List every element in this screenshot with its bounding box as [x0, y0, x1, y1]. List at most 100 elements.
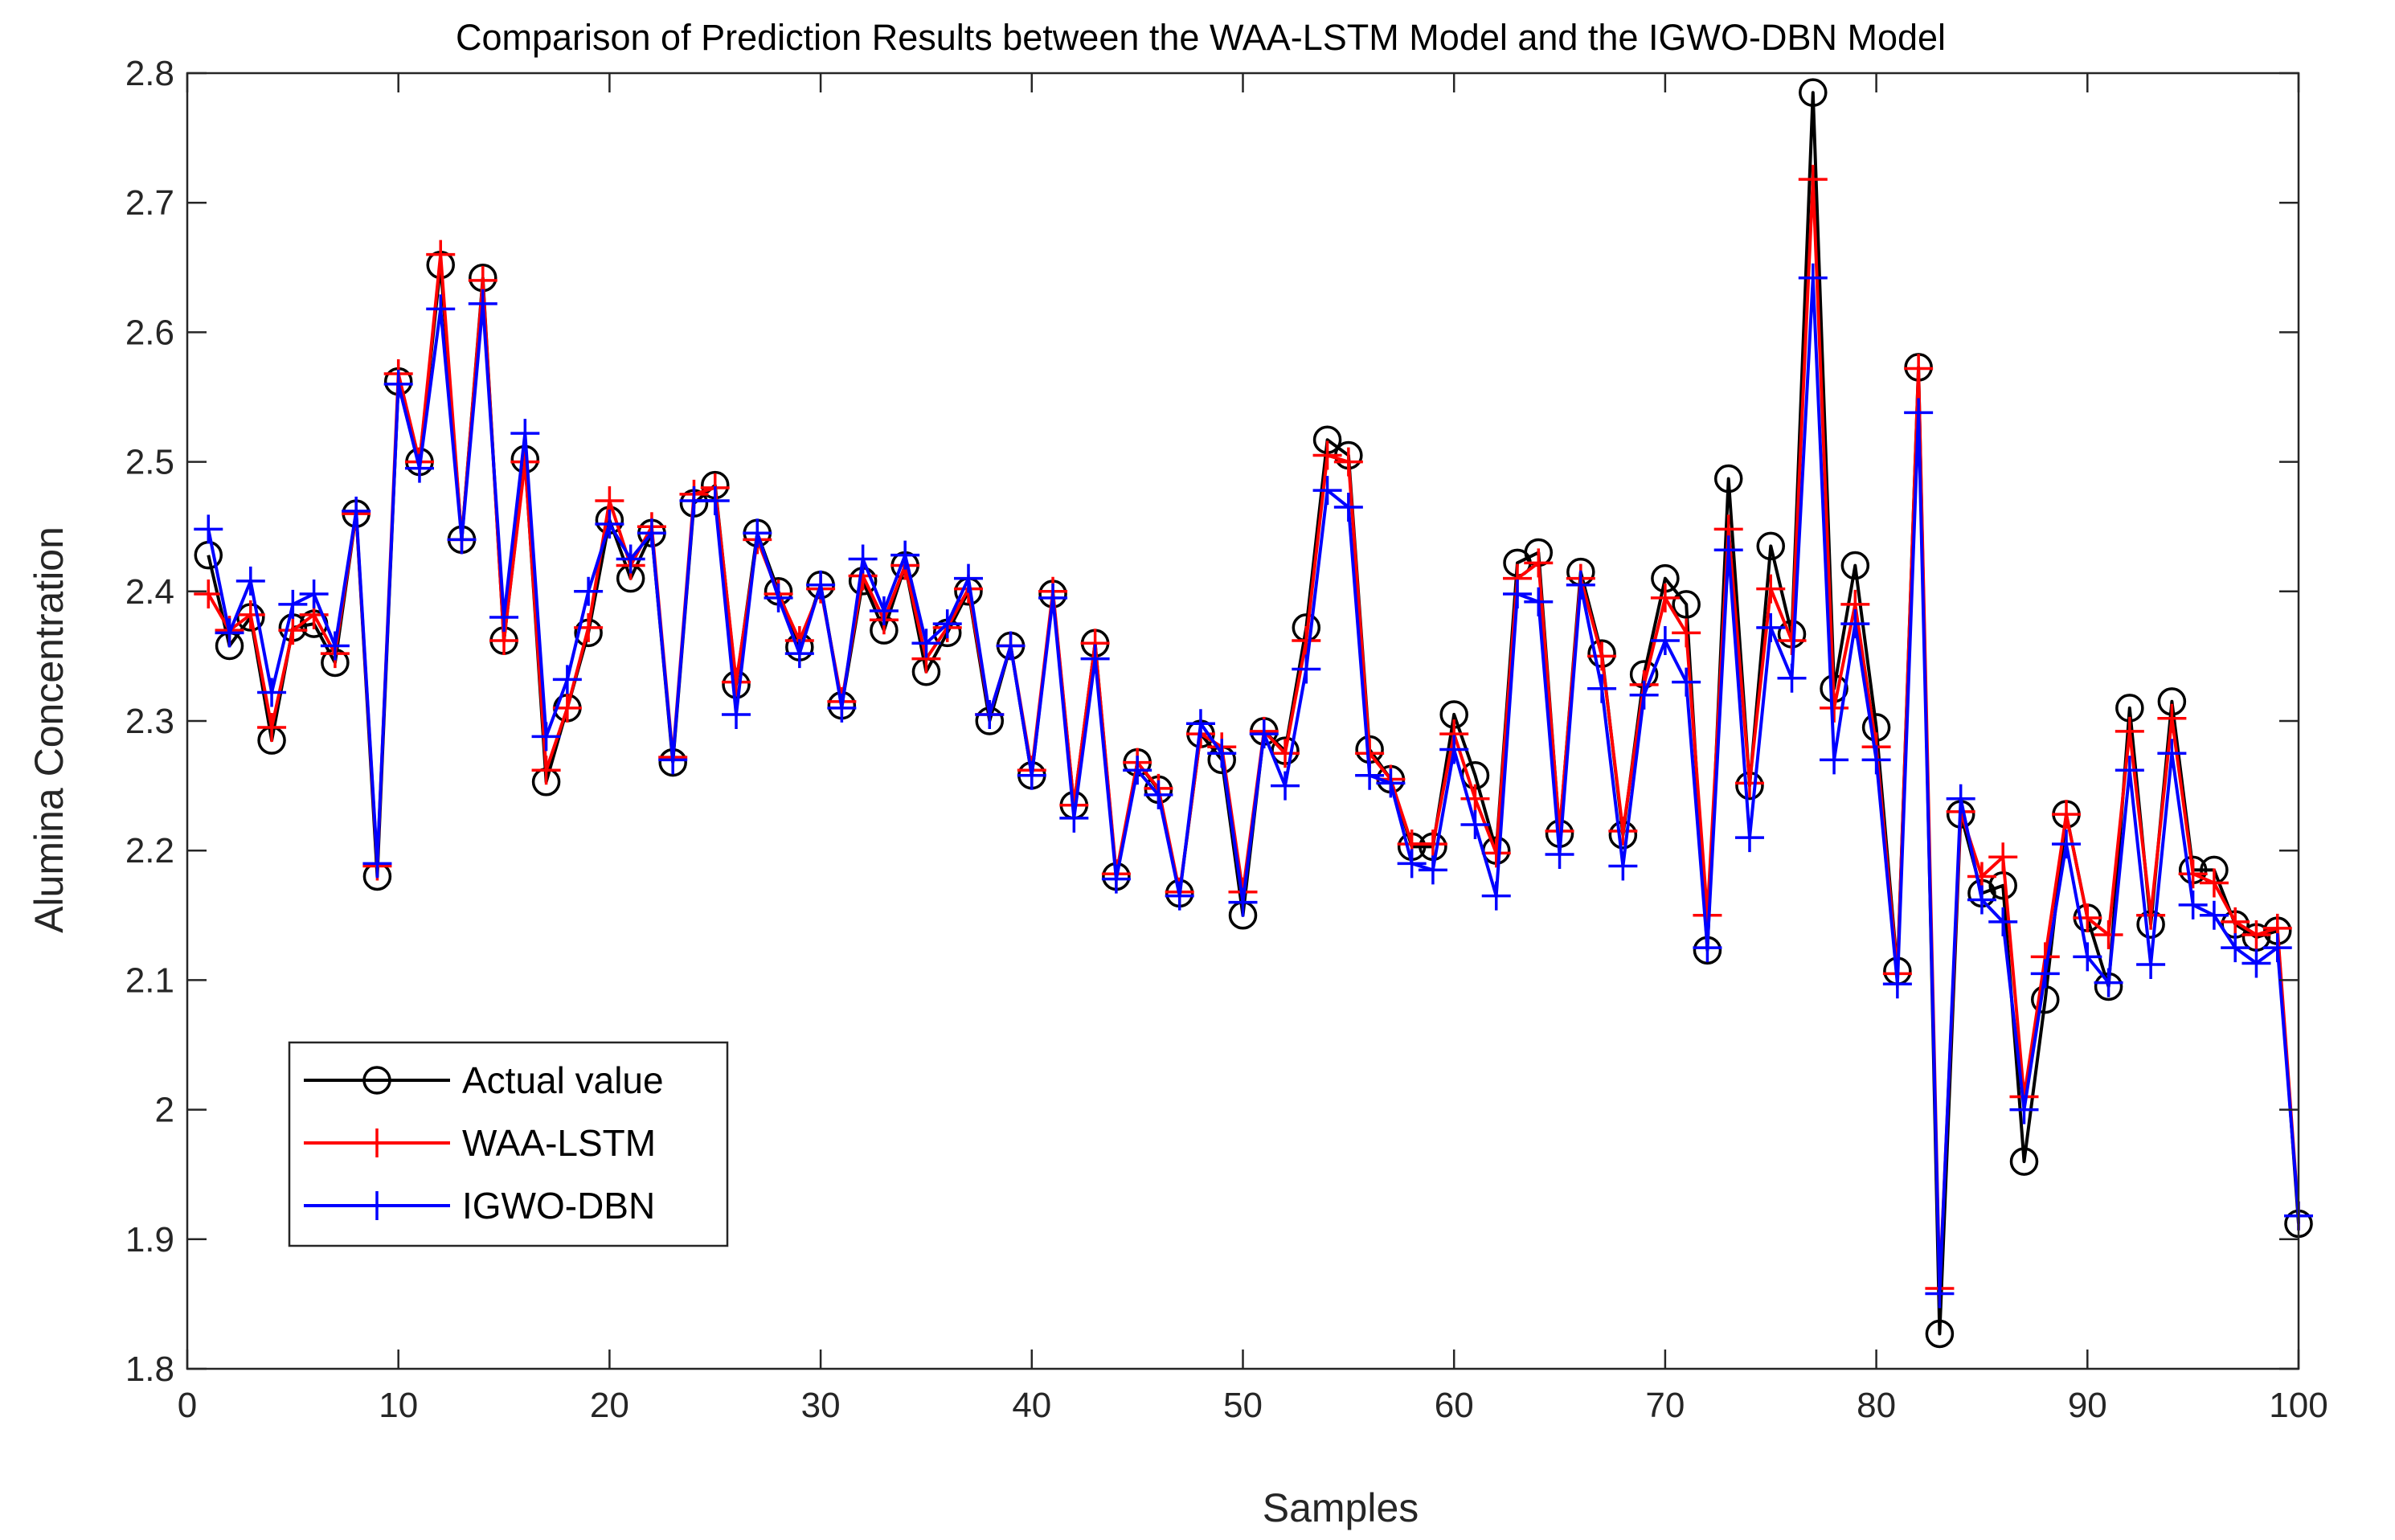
data-point-igwo-dbn: [1798, 263, 1828, 293]
data-point-igwo-dbn: [2052, 829, 2082, 859]
y-axis-title: Alumina Concentration: [27, 526, 72, 933]
data-point-igwo-dbn: [1524, 587, 1554, 616]
data-point-igwo-dbn: [996, 631, 1026, 661]
x-tick-label: 30: [801, 1386, 841, 1425]
data-point-waa-lstm: [1271, 739, 1300, 768]
data-point-igwo-dbn: [257, 678, 287, 707]
data-point-igwo-dbn: [1925, 1279, 1955, 1309]
data-point-igwo-dbn: [616, 544, 645, 574]
data-point-igwo-dbn: [2199, 900, 2229, 930]
data-point-igwo-dbn: [1101, 864, 1131, 894]
x-tick-label: 0: [178, 1386, 197, 1425]
x-tick-label: 70: [1645, 1386, 1685, 1425]
data-point-igwo-dbn: [722, 699, 751, 729]
data-point-igwo-dbn: [1059, 803, 1089, 833]
legend-entry-igwo-dbn: IGWO-DBN: [304, 1185, 655, 1227]
data-point-waa-lstm: [257, 713, 287, 743]
data-point-igwo-dbn: [383, 369, 413, 399]
chart-title: Comparison of Prediction Results between…: [456, 17, 1946, 58]
y-tick-label: 2.8: [125, 54, 174, 93]
data-point-igwo-dbn: [2157, 739, 2187, 768]
data-point-igwo-dbn: [764, 583, 793, 612]
y-tick-label: 2.4: [125, 572, 174, 612]
data-point-igwo-dbn: [911, 629, 941, 658]
data-point-waa-lstm: [1904, 354, 1934, 383]
data-point-waa-lstm: [2094, 919, 2123, 949]
data-point-igwo-dbn: [1629, 680, 1659, 710]
data-point-waa-lstm: [1672, 618, 1701, 648]
data-point-waa-lstm: [235, 600, 265, 629]
data-point-waa-lstm: [278, 616, 308, 645]
data-point-igwo-dbn: [1376, 768, 1406, 798]
data-point-igwo-dbn: [194, 514, 223, 544]
data-point-igwo-dbn: [1545, 840, 1574, 870]
data-point-igwo-dbn: [1946, 784, 1975, 813]
data-point-waa-lstm: [1587, 641, 1617, 671]
data-point-waa-lstm: [426, 240, 456, 269]
data-point-waa-lstm: [2073, 903, 2102, 933]
data-point-igwo-dbn: [1882, 969, 1912, 999]
legend-label: WAA-LSTM: [462, 1122, 656, 1164]
data-point-igwo-dbn: [1734, 823, 1764, 853]
x-tick-label: 50: [1223, 1386, 1263, 1425]
data-point-igwo-dbn: [1840, 609, 1870, 639]
data-point-igwo-dbn: [552, 665, 582, 694]
y-tick-label: 2.6: [125, 313, 174, 352]
data-point-waa-lstm: [1608, 817, 1638, 846]
data-point-igwo-dbn: [235, 566, 265, 596]
data-point-igwo-dbn: [426, 294, 456, 324]
y-tick-label: 2.2: [125, 831, 174, 870]
data-point-actual-value: [1925, 1319, 1955, 1349]
data-point-igwo-dbn: [932, 609, 962, 639]
data-point-igwo-dbn: [1333, 493, 1363, 522]
data-point-igwo-dbn: [404, 453, 434, 483]
data-point-igwo-dbn: [1503, 580, 1533, 609]
data-point-igwo-dbn: [489, 603, 519, 633]
data-point-igwo-dbn: [2009, 1095, 2039, 1124]
data-point-igwo-dbn: [1228, 887, 1258, 917]
data-point-igwo-dbn: [827, 693, 857, 723]
legend-swatch-marker: [362, 1128, 391, 1157]
x-tick-label: 40: [1012, 1386, 1051, 1425]
legend-swatch-marker: [362, 1191, 391, 1220]
y-tick-label: 1.9: [125, 1220, 174, 1259]
data-point-waa-lstm: [1734, 768, 1764, 798]
data-point-actual-value: [1713, 464, 1743, 494]
data-point-igwo-dbn: [1017, 760, 1046, 790]
data-point-waa-lstm: [2178, 859, 2208, 889]
data-point-igwo-dbn: [1988, 907, 2018, 936]
data-point-igwo-dbn: [574, 576, 604, 606]
data-point-igwo-dbn: [278, 589, 308, 619]
y-tick-label: 1.8: [125, 1350, 174, 1389]
data-point-igwo-dbn: [2178, 890, 2208, 919]
axis-ticks: 0 10 20 30 40 50 60 70 80 90 100 1.8 1.9 2 2.1 2.2 2.3 2.…: [125, 54, 2328, 1425]
data-point-igwo-dbn: [1165, 881, 1194, 911]
data-point-igwo-dbn: [2115, 756, 2144, 785]
data-point-waa-lstm: [2199, 868, 2229, 898]
data-point-igwo-dbn: [2136, 950, 2166, 980]
data-point-waa-lstm: [2115, 716, 2144, 746]
data-point-igwo-dbn: [1777, 663, 1807, 693]
x-tick-label: 60: [1435, 1386, 1474, 1425]
data-point-igwo-dbn: [1460, 809, 1490, 839]
y-tick-label: 2.5: [125, 443, 174, 482]
data-point-igwo-dbn: [1439, 735, 1469, 764]
data-point-waa-lstm: [1312, 440, 1342, 470]
x-tick-label: 90: [2068, 1386, 2107, 1425]
data-point-igwo-dbn: [743, 518, 772, 548]
data-point-actual-value: [2009, 1147, 2039, 1176]
y-tick-label: 2.3: [125, 702, 174, 741]
data-point-waa-lstm: [1460, 784, 1490, 813]
data-point-waa-lstm: [1481, 838, 1511, 868]
data-point-igwo-dbn: [1397, 849, 1427, 879]
data-point-waa-lstm: [194, 580, 223, 609]
data-point-igwo-dbn: [1271, 771, 1300, 801]
data-point-igwo-dbn: [1355, 760, 1385, 790]
legend-label: Actual value: [462, 1059, 664, 1101]
data-point-igwo-dbn: [890, 540, 920, 570]
data-point-igwo-dbn: [1967, 885, 1996, 915]
x-axis-title: Samples: [1263, 1485, 1419, 1530]
series-line-igwo-dbn: [207, 276, 2300, 1296]
data-point-igwo-dbn: [1249, 719, 1279, 749]
series-igwo-dbn: [194, 263, 2313, 1309]
